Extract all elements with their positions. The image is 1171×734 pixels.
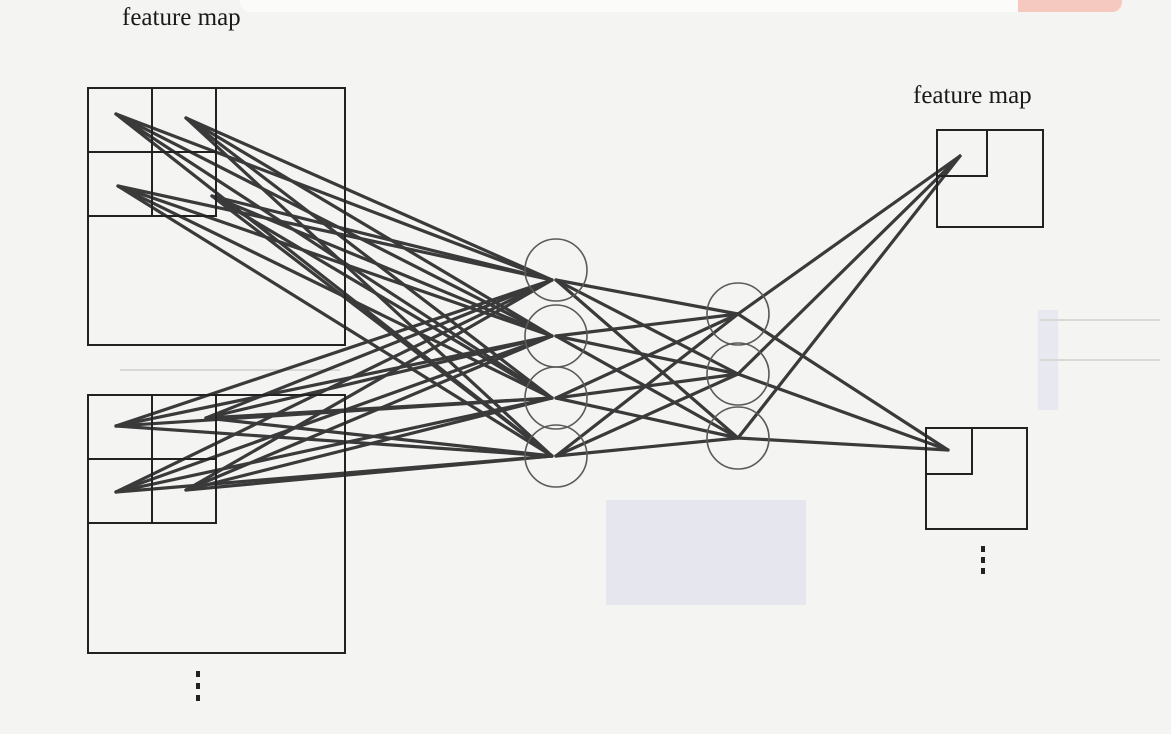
show-through-marks bbox=[120, 310, 1160, 605]
connection-line bbox=[184, 334, 554, 492]
neuron-node bbox=[706, 342, 770, 406]
connection-line bbox=[114, 396, 554, 494]
connection-line bbox=[114, 424, 554, 458]
connection-line bbox=[184, 454, 554, 492]
feature-map-frame bbox=[925, 427, 1028, 530]
connection-line bbox=[184, 278, 554, 492]
feature-map-frame bbox=[936, 129, 1044, 228]
connection-line bbox=[114, 112, 554, 282]
neuron-node bbox=[706, 406, 770, 470]
neuron-node bbox=[524, 424, 588, 488]
connection-line bbox=[116, 184, 554, 338]
kernel-cell bbox=[151, 458, 217, 524]
connection-lines bbox=[114, 112, 962, 494]
connection-line bbox=[210, 194, 554, 282]
kernel-cell bbox=[925, 427, 973, 475]
connection-line bbox=[210, 194, 554, 400]
connection-line bbox=[554, 396, 740, 440]
connection-line bbox=[114, 278, 554, 494]
right-feature-map-label: feature map bbox=[913, 82, 1032, 109]
connection-line bbox=[184, 116, 554, 458]
connection-line bbox=[204, 334, 554, 420]
connection-line bbox=[554, 278, 740, 440]
connection-line bbox=[736, 154, 962, 376]
top-bar-accent-fragment bbox=[1018, 0, 1122, 12]
connection-line bbox=[116, 184, 554, 282]
right-feature-map-top bbox=[936, 129, 1044, 228]
neuron-nodes bbox=[524, 238, 770, 488]
neuron-node bbox=[524, 366, 588, 430]
connection-line bbox=[114, 334, 554, 428]
kernel-cell bbox=[151, 151, 217, 217]
connection-line bbox=[736, 154, 962, 440]
kernel-cell bbox=[87, 151, 153, 217]
neuron-node bbox=[706, 282, 770, 346]
connection-line bbox=[736, 372, 950, 452]
left-feature-map-bottom bbox=[87, 394, 346, 654]
continuation-dots-right bbox=[981, 546, 985, 574]
top-bar-fragment bbox=[240, 0, 1120, 12]
connection-line bbox=[554, 278, 740, 376]
connection-line bbox=[736, 154, 962, 316]
connection-line bbox=[736, 312, 950, 452]
connection-line bbox=[184, 116, 554, 282]
connection-line bbox=[114, 334, 554, 494]
connection-line bbox=[554, 372, 740, 458]
connection-line bbox=[116, 184, 554, 458]
left-feature-map-label: feature map bbox=[122, 4, 241, 31]
connection-line bbox=[114, 278, 554, 428]
connection-line bbox=[736, 436, 950, 452]
neuron-node bbox=[524, 238, 588, 302]
kernel-cell bbox=[936, 129, 988, 177]
connection-line bbox=[184, 396, 554, 492]
connection-line bbox=[554, 312, 740, 458]
connection-line bbox=[204, 416, 554, 458]
right-feature-map-bottom bbox=[925, 427, 1028, 530]
left-feature-map-top bbox=[87, 87, 346, 346]
connection-line bbox=[554, 312, 740, 400]
continuation-dots-left bbox=[196, 671, 200, 701]
kernel-cell bbox=[87, 87, 153, 153]
